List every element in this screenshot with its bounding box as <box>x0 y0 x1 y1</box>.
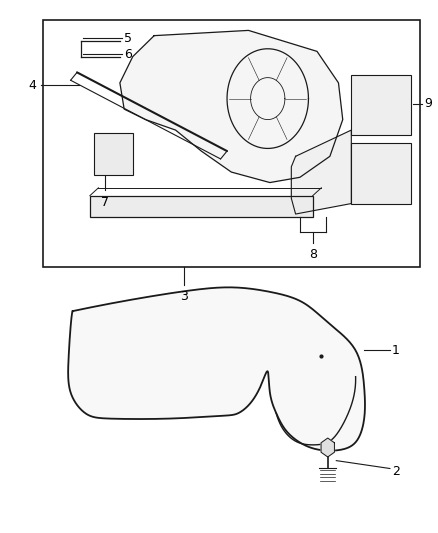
Text: 6: 6 <box>124 47 132 61</box>
FancyBboxPatch shape <box>94 133 133 175</box>
FancyBboxPatch shape <box>351 75 411 135</box>
Polygon shape <box>291 130 351 214</box>
Polygon shape <box>321 438 335 457</box>
FancyBboxPatch shape <box>90 196 313 216</box>
Text: 4: 4 <box>28 79 36 92</box>
Text: 9: 9 <box>424 98 432 110</box>
Polygon shape <box>120 30 343 183</box>
Polygon shape <box>68 287 365 451</box>
Text: 5: 5 <box>124 32 132 45</box>
FancyBboxPatch shape <box>351 143 411 204</box>
Text: 2: 2 <box>392 465 400 478</box>
Text: 8: 8 <box>309 248 317 261</box>
Text: 3: 3 <box>180 290 188 303</box>
Bar <box>43 20 420 266</box>
Text: 7: 7 <box>101 196 109 209</box>
Text: 1: 1 <box>392 344 400 357</box>
